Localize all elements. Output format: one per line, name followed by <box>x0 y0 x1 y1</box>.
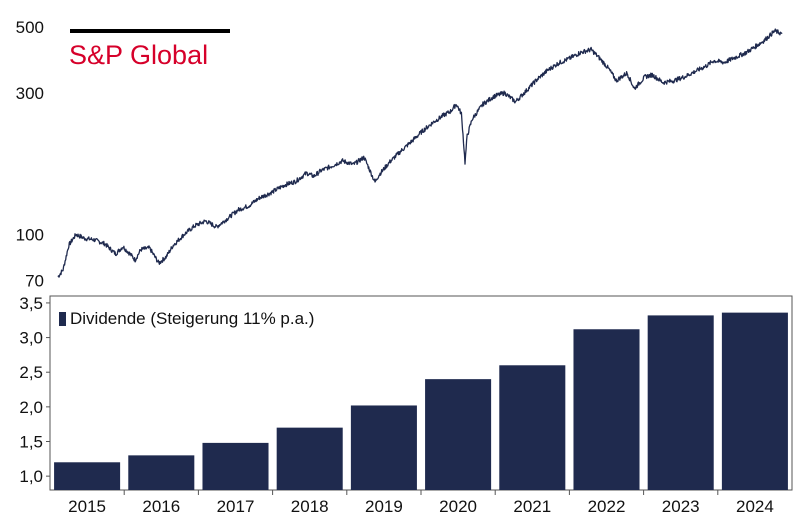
year-tick-2015: 2015 <box>68 497 106 516</box>
dividend-bar-2017 <box>202 442 269 490</box>
price-y-tick-0: 70 <box>25 271 44 290</box>
dividend-bar-2022 <box>573 329 640 490</box>
price-line-series-0 <box>57 28 783 278</box>
dividend-y-tick-0: 1,0 <box>19 467 43 486</box>
year-tick-2021: 2021 <box>513 497 551 516</box>
year-tick-2018: 2018 <box>291 497 329 516</box>
year-tick-2024: 2024 <box>736 497 774 516</box>
sp-global-logo: S&P Global <box>69 29 230 70</box>
year-tick-2020: 2020 <box>439 497 477 516</box>
legend-label: Dividende (Steigerung 11% p.a.) <box>70 309 314 328</box>
year-tick-2017: 2017 <box>217 497 255 516</box>
dividend-y-axis: 1,0 1,5 2,0 2,5 3,0 3,5 <box>19 294 50 486</box>
dividend-y-tick-5: 3,5 <box>19 294 43 313</box>
legend-swatch <box>59 312 66 326</box>
year-tick-2023: 2023 <box>662 497 700 516</box>
dividend-bar-2024 <box>721 312 788 490</box>
dividend-y-tick-2: 2,0 <box>19 398 43 417</box>
dividend-bar-2016 <box>128 455 195 490</box>
price-y-axis: 70 100 300 500 <box>16 18 44 290</box>
legend: Dividende (Steigerung 11% p.a.) <box>59 309 314 328</box>
logo-rule <box>70 29 230 33</box>
dividend-bars <box>54 312 788 490</box>
dividend-bar-2015 <box>54 462 121 490</box>
dividend-bar-2021 <box>499 365 566 490</box>
dividend-bar-2018 <box>276 427 343 490</box>
year-tick-2016: 2016 <box>142 497 180 516</box>
dividend-bar-2019 <box>350 405 417 490</box>
dividend-bar-2023 <box>647 315 714 490</box>
dividend-y-tick-4: 3,0 <box>19 329 43 348</box>
logo-text: S&P Global <box>69 40 208 70</box>
price-y-tick-3: 500 <box>16 18 44 37</box>
dividend-y-tick-3: 2,5 <box>19 363 43 382</box>
dividend-bar-chart: 1,01,52,02,53,03,5 2015 2016 2017 2018 2019 2… <box>19 294 793 516</box>
price-y-tick-1: 100 <box>16 225 44 244</box>
price-y-tick-2: 300 <box>16 84 44 103</box>
year-tick-2022: 2022 <box>588 497 626 516</box>
price-line-chart: 70 100 300 500 <box>16 18 783 290</box>
dividend-y-tick-1: 1,5 <box>19 433 43 452</box>
dividend-bar-2020 <box>425 379 492 490</box>
year-x-axis: 2015 2016 2017 2018 2019 2020 2021 2022 2023 2024 <box>68 490 774 516</box>
year-tick-2019: 2019 <box>365 497 403 516</box>
